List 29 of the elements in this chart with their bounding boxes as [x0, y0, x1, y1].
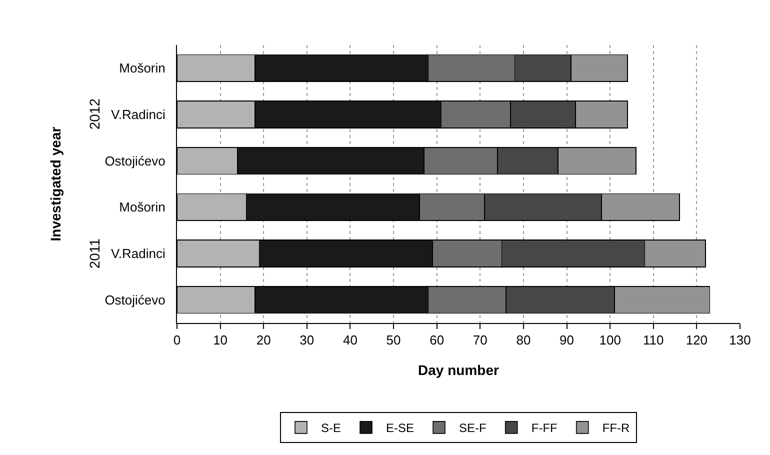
x-tick-label: 0 [173, 332, 181, 348]
x-tick-label: 10 [213, 332, 228, 348]
y-tick-label: V.Radinci [110, 107, 166, 122]
y-tick-label: Ostojićevo [104, 153, 166, 168]
x-tick-label: 100 [599, 332, 621, 348]
x-axis-title: Day number [418, 362, 500, 378]
x-tick-label: 40 [342, 332, 358, 348]
x-tick-label: 90 [560, 332, 574, 348]
y-tick-label: V.Radinci [110, 246, 166, 262]
y-tick-label: Mošorin [119, 200, 166, 215]
x-tick-label: 80 [516, 332, 531, 348]
x-tick-label: 20 [256, 332, 271, 348]
text: 2011 [86, 238, 103, 269]
text: 2012 [86, 98, 103, 130]
x-tick-label: 30 [300, 332, 314, 348]
legend-label: SE-F [459, 421, 486, 436]
x-tick-label: 60 [430, 332, 444, 348]
x-tick-label: 50 [386, 332, 401, 348]
x-tick-label: 120 [686, 332, 708, 348]
x-tick-label: 130 [729, 332, 751, 348]
x-tick-label: 70 [472, 332, 488, 348]
legend-label: E-SE [386, 421, 414, 436]
legend-label: FF-R [602, 421, 630, 436]
y-tick-label: Ostojićevo [104, 292, 166, 308]
legend-label: F-FF [531, 421, 558, 436]
legend-label: S-E [321, 421, 342, 436]
y-axis-title: Investigated year [47, 126, 64, 242]
x-tick-label: 110 [643, 332, 664, 348]
y-tick-label: Mošorin [119, 60, 166, 76]
